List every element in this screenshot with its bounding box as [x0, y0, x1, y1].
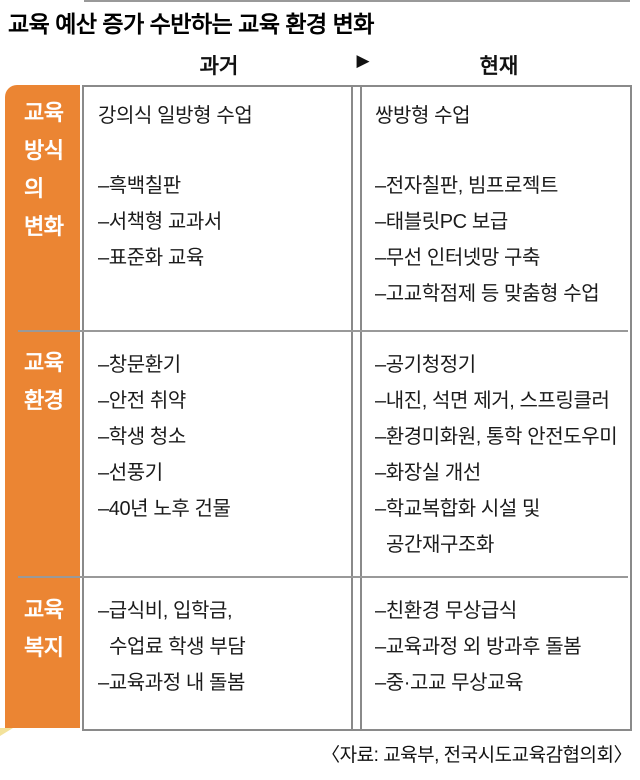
section3-present-list: –친환경 무상급식 –교육과정 외 방과후 돌봄 –중·고교 무상교육 — [375, 593, 582, 701]
list-item: –서책형 교과서 — [98, 211, 222, 233]
right-arrow-icon: ▶ — [356, 51, 370, 70]
list-item: –창문환기 — [98, 354, 181, 376]
ribbon-fold-corner — [0, 728, 13, 736]
list-item: 공간재구조화 — [386, 534, 494, 556]
list-item: –급식비, 입학금, — [98, 600, 233, 622]
section3-past-list: –급식비, 입학금, 수업료 학생 부담 –교육과정 내 돌봄 — [98, 593, 246, 701]
section1-header-divider — [84, 0, 630, 2]
section1-present-header: 쌍방형 수업 — [375, 105, 471, 127]
section-divider-2 — [18, 576, 628, 578]
list-item: –내진, 석면 제거, 스프링클러 — [375, 390, 610, 412]
category-ribbon — [5, 85, 80, 728]
page-title: 교육 예산 증가 수반하는 교육 환경 변화 — [8, 11, 374, 37]
list-item: –교육과정 내 돌봄 — [98, 672, 246, 694]
column-divider — [351, 87, 362, 729]
list-item: 복지 — [24, 635, 64, 660]
section1-present-list: –전자칠판, 빔프로젝트 –태블릿PC 보급 –무선 인터넷망 구축 –고교학점제 등… — [375, 168, 600, 312]
list-item: 교육 — [24, 597, 64, 622]
list-item: –태블릿PC 보급 — [375, 211, 508, 233]
list-item: –학교복합화 시설 및 — [375, 498, 541, 520]
source-credit: 〈자료: 교육부, 전국시도교육감협의회〉 — [321, 745, 632, 766]
list-item: 방식의 — [24, 138, 64, 201]
list-item: –친환경 무상급식 — [375, 600, 517, 622]
section-divider-1 — [18, 330, 628, 332]
list-item: –안전 취약 — [98, 390, 186, 412]
list-item: –화장실 개선 — [375, 462, 481, 484]
list-item: 수업료 학생 부담 — [109, 636, 246, 658]
list-item: –교육과정 외 방과후 돌봄 — [375, 636, 582, 658]
list-item: –고교학점제 등 맞춤형 수업 — [375, 283, 600, 305]
list-item: –환경미화원, 통학 안전도우미 — [375, 426, 618, 448]
section2-past-list: –창문환기 –안전 취약 –학생 청소 –선풍기 –40년 노후 건물 — [98, 347, 231, 527]
list-item: –무선 인터넷망 구축 — [375, 247, 541, 269]
list-item: 환경 — [24, 388, 64, 413]
list-item: –흑백칠판 — [98, 175, 181, 197]
section1-past-header: 강의식 일방형 수업 — [98, 105, 253, 127]
list-item: 교육 — [24, 100, 64, 125]
section2-present-list: –공기청정기 –내진, 석면 제거, 스프링클러 –환경미화원, 통학 안전도우미 –… — [375, 347, 618, 563]
column-header-past: 과거 — [199, 55, 239, 78]
list-item: –중·고교 무상교육 — [375, 672, 524, 694]
section1-past-list: –흑백칠판 –서책형 교과서 –표준화 교육 — [98, 168, 222, 276]
list-item: 교육 — [24, 350, 64, 375]
list-item: –표준화 교육 — [98, 247, 204, 269]
list-item: –공기청정기 — [375, 354, 476, 376]
table-frame — [82, 85, 632, 731]
list-item: –40년 노후 건물 — [98, 498, 231, 520]
list-item: –전자칠판, 빔프로젝트 — [375, 175, 559, 197]
column-header-present: 현재 — [479, 55, 519, 78]
list-item: 변화 — [24, 214, 64, 239]
list-item: –학생 청소 — [98, 426, 186, 448]
list-item: –선풍기 — [98, 462, 163, 484]
